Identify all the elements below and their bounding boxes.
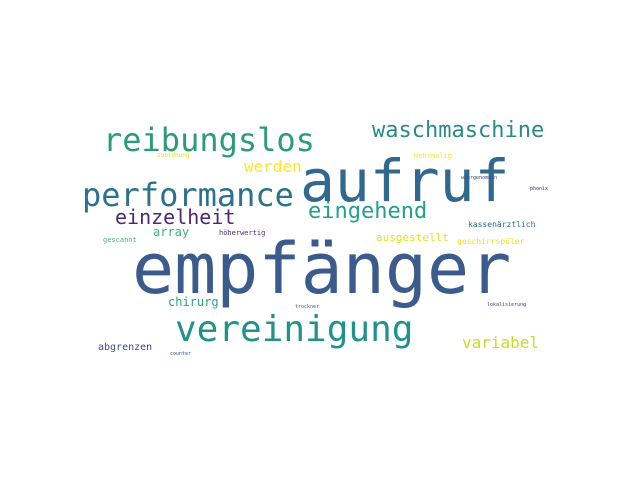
word-zuordnung: zuordnung xyxy=(157,152,190,159)
word-ausgestellt: ausgestellt xyxy=(376,231,449,244)
word-gescannt: gescannt xyxy=(103,236,137,244)
word-waschmaschine: waschmaschine xyxy=(372,118,545,143)
word-chirurg: chirurg xyxy=(168,295,219,309)
word-abgrenzen: abgrenzen xyxy=(98,342,153,353)
word-werden: werden xyxy=(244,157,302,176)
word-kassenaerztlich: kassenärztlich xyxy=(468,220,536,229)
word-array: array xyxy=(153,225,190,239)
word-aufruf: aufruf xyxy=(300,147,510,215)
word-mehrmalig: mehrmalig xyxy=(414,152,452,160)
word-lokalisierung: lokalisierung xyxy=(487,302,527,308)
word-variabel: variabel xyxy=(462,333,540,352)
word-wahrgenommen: wahrgenommen xyxy=(461,175,498,181)
word-counter: counter xyxy=(170,351,192,357)
word-einzelheit: einzelheit xyxy=(115,205,236,229)
word-geschirrspueler: geschirrspüler xyxy=(457,237,525,246)
word-trockner: trockner xyxy=(295,304,320,310)
word-vereinigung: vereinigung xyxy=(175,309,414,350)
word-eingehend: eingehend xyxy=(308,199,428,224)
word-empfaenger: empfänger xyxy=(132,228,512,310)
word-hoeherwertig: höherwertig xyxy=(219,229,266,237)
word-reibungslos: reibungslos xyxy=(103,121,315,159)
word-phonix: phonix xyxy=(530,186,549,192)
word-performance: performance xyxy=(82,176,294,214)
